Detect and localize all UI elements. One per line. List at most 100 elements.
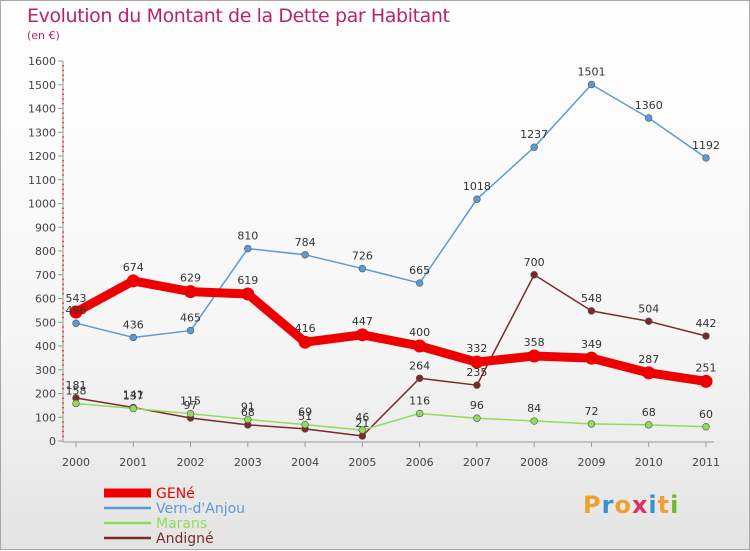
y-minor-tick (62, 292, 64, 295)
y-minor-tick (62, 121, 64, 124)
y-minor-tick (62, 102, 64, 105)
data-point-gen- (584, 351, 598, 365)
data-label-gen-: 251 (696, 361, 717, 374)
data-point-marans (301, 420, 309, 429)
data-label-vern-d-anjou: 1018 (463, 180, 491, 193)
data-point-marans (702, 423, 710, 431)
y-minor-tick (62, 126, 64, 129)
legend-label-marans: Marans (156, 516, 207, 532)
y-minor-tick (62, 212, 64, 214)
y-tick-label: 500 (35, 316, 56, 329)
x-tick-label: 2008 (520, 456, 548, 469)
y-tick-label: 1100 (28, 174, 56, 187)
y-tick-label: 200 (35, 388, 56, 401)
data-label-andign-: 548 (581, 292, 602, 305)
y-tick-label: 700 (35, 269, 56, 282)
data-point-vern-d-anjou (702, 154, 710, 162)
data-point-gen- (355, 328, 369, 342)
y-minor-tick (62, 93, 64, 96)
y-minor-tick (62, 307, 64, 309)
y-minor-tick (62, 240, 64, 243)
data-point-vern-d-anjou (530, 143, 538, 151)
data-point-marans (473, 414, 481, 422)
data-label-gen-: 447 (352, 315, 373, 328)
logo-letter: x (631, 491, 649, 519)
data-point-gen- (699, 374, 713, 388)
data-label-gen-: 332 (466, 342, 487, 355)
data-point-andign- (530, 271, 538, 279)
y-minor-tick (62, 406, 64, 409)
y-tick-label: 1600 (28, 55, 56, 68)
y-minor-tick (62, 245, 64, 248)
x-tick-label: 2002 (177, 456, 205, 469)
data-point-vern-d-anjou (358, 264, 367, 273)
y-minor-tick (62, 425, 64, 428)
y-tick-label: 300 (35, 364, 56, 377)
logo-letter: t (657, 491, 671, 519)
y-minor-tick (62, 330, 64, 333)
y-minor-tick (62, 435, 64, 438)
y-tick-label: 1400 (28, 103, 56, 116)
y-tick-label: 100 (35, 411, 56, 424)
y-minor-tick (62, 159, 64, 162)
y-minor-tick (62, 378, 64, 381)
y-minor-tick (62, 269, 64, 271)
y-minor-tick (62, 183, 64, 186)
data-label-marans: 46 (355, 411, 369, 424)
data-label-andign-: 141 (123, 389, 144, 402)
y-minor-tick (62, 340, 64, 343)
logo-letter: r (601, 491, 615, 519)
data-point-vern-d-anjou (473, 195, 481, 203)
data-point-gen- (241, 287, 255, 301)
data-point-vern-d-anjou (415, 279, 424, 287)
legend-label-andign-: Andigné (156, 531, 214, 547)
x-tick-label: 2007 (463, 456, 491, 469)
y-minor-tick (62, 326, 64, 328)
y-minor-tick (62, 197, 64, 200)
x-tick-label: 2000 (62, 456, 90, 469)
data-point-vern-d-anjou (244, 244, 252, 253)
legend-label-vern-d-anjou: Vern-d'Anjou (156, 501, 245, 517)
x-tick-label: 2003 (234, 456, 262, 469)
data-label-vern-d-anjou: 1501 (577, 66, 605, 79)
y-minor-tick (62, 302, 64, 305)
y-minor-tick (62, 145, 64, 148)
y-minor-tick (62, 316, 64, 319)
chart-unit-subtitle: (en €) (27, 29, 60, 42)
data-point-marans (72, 399, 80, 408)
data-point-marans (244, 415, 252, 424)
data-point-marans (415, 409, 424, 418)
data-label-andign-: 235 (466, 366, 487, 379)
data-point-gen- (69, 305, 83, 319)
data-point-vern-d-anjou (301, 251, 309, 259)
data-label-vern-d-anjou: 1192 (692, 139, 720, 152)
data-label-vern-d-anjou: 726 (352, 250, 373, 263)
data-point-marans (587, 420, 596, 428)
data-label-marans: 69 (298, 406, 312, 419)
data-point-marans (645, 421, 653, 429)
y-tick-label: 900 (35, 221, 56, 234)
data-label-vern-d-anjou: 465 (180, 312, 201, 325)
y-minor-tick (62, 430, 64, 433)
data-point-gen- (184, 285, 198, 299)
data-label-gen-: 543 (66, 292, 87, 305)
y-minor-tick (62, 383, 64, 385)
data-label-gen-: 674 (123, 261, 144, 274)
logo-letter: o (614, 491, 632, 519)
data-point-andign- (473, 381, 481, 389)
y-minor-tick (62, 140, 64, 143)
data-point-gen- (642, 366, 656, 380)
data-point-vern-d-anjou (186, 326, 195, 335)
data-label-vern-d-anjou: 1360 (635, 99, 663, 112)
y-minor-tick (62, 216, 64, 219)
data-point-vern-d-anjou (645, 114, 653, 122)
data-label-marans: 115 (180, 395, 201, 408)
y-tick-label: 800 (35, 245, 56, 258)
x-tick-label: 2010 (635, 456, 663, 469)
y-tick-label: 0 (49, 435, 56, 448)
logo-letter: i (648, 491, 658, 519)
data-label-marans: 68 (642, 406, 656, 419)
data-point-marans (186, 409, 195, 418)
data-label-marans: 60 (699, 408, 713, 421)
